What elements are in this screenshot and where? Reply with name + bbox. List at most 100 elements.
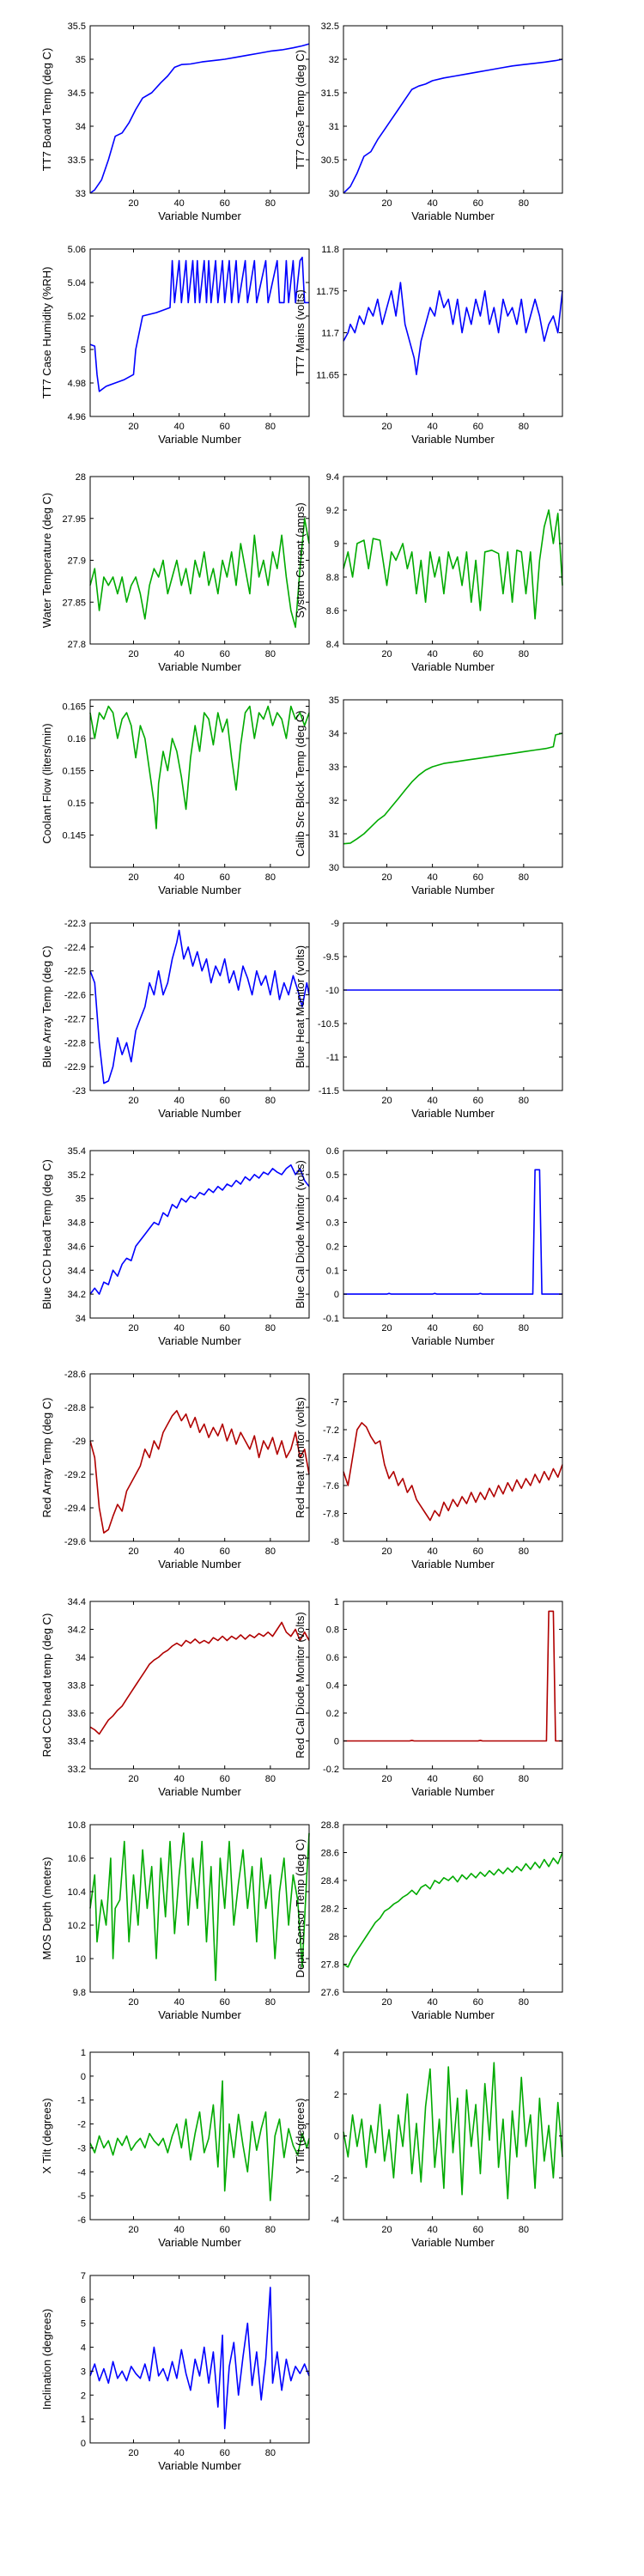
chart-21-y-tick-label: 0 (81, 2439, 86, 2449)
chart-15-y-tick-label: 33.8 (68, 1681, 86, 1692)
chart-6-series-line (343, 509, 563, 620)
chart-11-y-tick-label: 34.6 (68, 1242, 86, 1252)
chart-15-y-tick-label: 33.4 (68, 1737, 86, 1747)
chart-18-y-tick-label: 28.2 (321, 1905, 339, 1915)
chart-18-y-tick-label: 28.6 (321, 1849, 339, 1859)
chart-5-y-axis-label: Water Temperature (deg C) (40, 493, 53, 629)
chart-16-y-tick-label: 1 (334, 1597, 339, 1607)
chart-10-x-tick-label: 80 (519, 1096, 529, 1106)
chart-13-series-line (89, 1410, 310, 1534)
chart-4-x-tick-label: 20 (381, 422, 392, 432)
chart-15-x-tick-label: 80 (265, 1774, 276, 1784)
chart-1-y-axis-label: TT7 Board Temp (deg C) (40, 48, 53, 172)
chart-3-y-tick-label: 5.02 (68, 312, 86, 322)
chart-10-y-tick-label: -10 (325, 986, 339, 996)
chart-1: 20 40 60 80 33 33.5 34 34.5 35 35.5 Variable Numbe… (40, 21, 310, 222)
chart-1-x-tick-label: 60 (220, 198, 230, 209)
chart-20-x-tick-label: 60 (473, 2225, 483, 2235)
chart-14-y-tick-label: -7.4 (323, 1454, 339, 1464)
chart-8-series-line (343, 732, 563, 845)
chart-9-y-tick-label: -23 (72, 1086, 86, 1097)
chart-2-y-tick-label: 32.5 (321, 21, 339, 32)
chart-17-y-axis-label: MOS Depth (meters) (40, 1857, 53, 1960)
chart-3-x-tick-label: 60 (220, 422, 230, 432)
chart-2-x-tick-label: 60 (473, 198, 483, 209)
chart-12-y-tick-label: 0.4 (326, 1194, 339, 1205)
chart-20-y-tick-label: 4 (334, 2048, 339, 2058)
chart-18-x-tick-label: 40 (427, 1997, 437, 2008)
chart-14-series-line (343, 1422, 563, 1522)
chart-1-y-tick-label: 34.5 (68, 88, 86, 99)
chart-13-y-tick-label: -29.4 (64, 1504, 86, 1514)
chart-16-x-tick-label: 80 (519, 1774, 529, 1784)
chart-18-y-tick-label: 28 (329, 1932, 339, 1942)
chart-14-x-tick-label: 60 (473, 1546, 483, 1557)
chart-8-y-tick-label: 33 (329, 762, 339, 773)
chart-9-axes-box (89, 922, 310, 1091)
chart-18-series-line (343, 1852, 563, 1968)
chart-6-y-tick-label: 8.6 (326, 606, 339, 617)
chart-5: 20 40 60 80 27.8 27.85 27.9 27.95 28 Variable Num… (40, 472, 310, 673)
chart-11-x-tick-label: 20 (128, 1323, 138, 1334)
chart-13-x-tick-label: 60 (220, 1546, 230, 1557)
chart-11-axes-box (89, 1150, 310, 1319)
chart-1-x-tick-label: 20 (128, 198, 138, 209)
chart-13-axes-box (89, 1373, 310, 1542)
chart-21-y-tick-label: 7 (81, 2271, 86, 2281)
chart-5-x-tick-label: 60 (220, 649, 230, 659)
chart-17-y-tick-label: 10.8 (68, 1820, 86, 1831)
chart-15-y-tick-label: 33.2 (68, 1765, 86, 1775)
chart-21: 20 40 60 80 0 1 2 3 4 5 6 7 Variable Number Inclinati… (40, 2271, 310, 2472)
chart-7-y-tick-label: 0.155 (62, 767, 86, 777)
chart-9-y-tick-label: -22.8 (64, 1038, 86, 1048)
chart-13-x-tick-label: 40 (173, 1546, 184, 1557)
chart-13-y-tick-label: -29.2 (64, 1470, 86, 1480)
chart-4: 20 40 60 80 11.65 11.7 11.75 11.8 Variable Numbe… (294, 245, 563, 446)
chart-5-series-line (89, 517, 310, 629)
chart-16-y-axis-label: Red Cal Diode Monitor (volts) (294, 1612, 307, 1759)
chart-3-x-tick-label: 40 (173, 422, 184, 432)
chart-8-x-tick-label: 80 (519, 872, 529, 883)
chart-19-y-tick-label: -3 (77, 2143, 86, 2154)
chart-19-y-axis-label: X Tilt (degrees) (40, 2098, 53, 2173)
chart-4-x-tick-label: 80 (519, 422, 529, 432)
chart-15: 20 40 60 80 33.2 33.4 33.6 33.8 34 34.2 34.4 Variab… (40, 1597, 310, 1798)
chart-12-y-tick-label: 0.1 (326, 1266, 339, 1276)
chart-15-y-axis-label: Red CCD head temp (deg C) (40, 1613, 53, 1758)
chart-6: 20 40 60 80 8.4 8.6 8.8 9 9.2 9.4 Variable Number S… (294, 472, 563, 673)
chart-16-axes-box (343, 1601, 563, 1770)
chart-9-y-axis-label: Blue Array Temp (deg C) (40, 945, 53, 1067)
chart-15-x-tick-label: 20 (128, 1774, 138, 1784)
chart-9-y-tick-label: -22.9 (64, 1062, 86, 1072)
chart-10-y-tick-label: -9 (331, 919, 339, 929)
chart-20-y-tick-label: -4 (331, 2215, 339, 2226)
chart-2-series-line (343, 58, 563, 194)
chart-12-x-axis-label: Variable Number (411, 1334, 495, 1347)
chart-3-y-axis-label: TT7 Case Humidity (%RH) (40, 267, 53, 399)
chart-5-x-tick-label: 40 (173, 649, 184, 659)
chart-20-x-tick-label: 20 (381, 2225, 392, 2235)
chart-20-x-axis-label: Variable Number (411, 2236, 495, 2249)
chart-19-x-axis-label: Variable Number (158, 2236, 241, 2249)
chart-1-y-tick-label: 33 (76, 189, 86, 199)
chart-18-x-tick-label: 20 (381, 1997, 392, 2008)
chart-3-x-axis-label: Variable Number (158, 433, 241, 446)
chart-11-y-tick-label: 34 (76, 1314, 86, 1324)
chart-21-x-tick-label: 80 (265, 2448, 276, 2458)
chart-14-y-tick-label: -8 (331, 1537, 339, 1547)
chart-21-axes-box (89, 2275, 310, 2444)
chart-11-y-tick-label: 34.2 (68, 1290, 86, 1300)
chart-10-x-axis-label: Variable Number (411, 1107, 495, 1120)
chart-19-y-tick-label: -4 (77, 2167, 86, 2178)
chart-20-y-axis-label: Y Tilt (degrees) (294, 2099, 307, 2174)
chart-19-x-tick-label: 60 (220, 2225, 230, 2235)
chart-3-y-tick-label: 5.04 (68, 278, 86, 289)
chart-14-y-tick-label: -7.2 (323, 1425, 339, 1436)
chart-3-y-tick-label: 4.98 (68, 379, 86, 389)
chart-2-y-tick-label: 31 (329, 122, 339, 132)
chart-13-y-axis-label: Red Array Temp (deg C) (40, 1398, 53, 1518)
chart-18-y-tick-label: 27.8 (321, 1960, 339, 1971)
chart-4-series-line (343, 282, 563, 376)
chart-7-y-tick-label: 0.16 (68, 734, 86, 744)
chart-6-x-tick-label: 40 (427, 649, 437, 659)
